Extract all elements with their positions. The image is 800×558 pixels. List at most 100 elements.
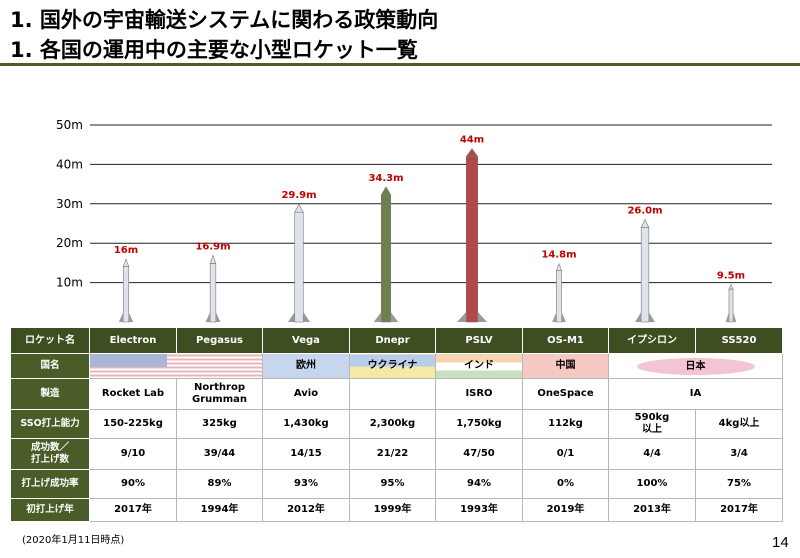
rocket-fin [303,312,311,322]
manufacturer-cell: Northrop Grumman [176,378,263,410]
sso-cell: 1,430kg [262,409,350,439]
rocket-fin [205,312,211,322]
rocket-height-label: 34.3m [368,173,403,184]
page-subtitle: 1. 各国の運用中の主要な小型ロケット一覧 [10,38,418,62]
count-cell: 3/4 [695,438,783,470]
table-row-rocket-name: ロケット名 Electron Pegasus Vega Dnepr PSLV O… [10,327,783,354]
rocket-fin [477,312,487,322]
rocket-height-label: 44m [460,135,484,146]
us-flag-icon [89,353,263,379]
row-header-sso: SSO打上能力 [10,409,90,439]
rocket-name-cell: Pegasus [176,327,263,354]
rocket-nose [122,258,130,267]
first-cell: 2017年 [89,498,177,522]
first-cell: 2013年 [608,498,696,522]
table-row-country: 国名 欧州 ウクライナ インド 中国 日本 [10,353,783,379]
country-cell-cn: 中国 [522,353,609,379]
y-tick-label: 30m [56,197,83,211]
rocket-spec-table: ロケット名 Electron Pegasus Vega Dnepr PSLV O… [10,327,783,522]
table-row-sso-capacity: SSO打上能力 150-225kg 325kg 1,430kg 2,300kg … [10,409,783,439]
manufacturer-cell: ISRO [435,378,523,410]
rocket-fin [725,312,729,322]
count-cell: 47/50 [435,438,523,470]
manufacturer-cell [349,378,436,410]
rocket-nose [465,148,479,157]
sso-cell: 325kg [176,409,263,439]
manufacturer-cell: IA [608,378,783,410]
rocket-body [209,263,217,323]
rocket-fin [118,312,124,322]
table-row-first-launch: 初打上げ年 2017年 1994年 2012年 1999年 1993年 2019… [10,498,783,522]
title-divider [0,63,800,66]
japan-flag-icon: 日本 [636,357,755,375]
rocket-fin [552,312,557,322]
rocket-name-cell: Vega [262,327,350,354]
rocket-fin [215,312,221,322]
rate-cell: 94% [435,469,523,499]
y-tick-label: 20m [56,236,83,250]
rocket-height-label: 9.5m [717,271,745,282]
sso-cell: 112kg [522,409,609,439]
rocket-nose [728,283,734,290]
rocket-height-label: 26.0m [627,206,662,217]
table-row-launch-count: 成功数／ 打上げ数 9/10 39/44 14/15 21/22 47/50 0… [10,438,783,470]
first-cell: 1994年 [176,498,263,522]
rocket-fin [648,312,655,322]
rocket-height-label: 14.8m [541,250,576,261]
rocket-nose [294,203,304,213]
first-cell: 2019年 [522,498,609,522]
rocket-height-label: 29.9m [281,190,316,201]
rocket-fin [733,312,737,322]
manufacturer-cell: Rocket Lab [89,378,177,410]
rocket-body [294,211,304,323]
rocket-nose [380,186,392,196]
sso-cell: 1,750kg [435,409,523,439]
row-header-manufacturer: 製造 [10,378,90,410]
rocket-body [465,156,479,323]
rocket-height-label: 16m [114,245,138,256]
manufacturer-cell: OneSpace [522,378,609,410]
row-header-rate: 打上げ成功率 [10,469,90,499]
rocket-height-chart: 10m 20m 30m 40m 50m 16m 16.9m 29.9m 34.3m 44m 14.8… [56,118,772,323]
rate-cell: 75% [695,469,783,499]
as-of-note: (2020年1月11日時点) [22,535,125,546]
y-tick-label: 50m [56,118,83,132]
rocket-name-cell: PSLV [435,327,523,354]
y-tick-label: 40m [56,157,83,171]
rocket-nose [555,262,563,271]
count-cell: 21/22 [349,438,436,470]
y-tick-label: 10m [56,276,83,290]
rocket-fin [635,312,642,322]
sso-cell: 150-225kg [89,409,177,439]
rocket-name-cell: Dnepr [349,327,436,354]
rocket-name-cell: Electron [89,327,177,354]
rate-cell: 89% [176,469,263,499]
rocket-name-cell: SS520 [695,327,783,354]
country-cell-jp: 日本 [608,353,783,379]
count-cell: 0/1 [522,438,609,470]
page-title: 1. 国外の宇宙輸送システムに関わる政策動向 [10,8,439,32]
country-cell-eu: 欧州 [262,353,350,379]
first-cell: 2017年 [695,498,783,522]
row-header-first: 初打上げ年 [10,498,90,522]
count-cell: 39/44 [176,438,263,470]
rocket-body [556,270,562,323]
rocket-nose [640,218,650,228]
rocket-nose [209,254,217,264]
first-cell: 1993年 [435,498,523,522]
first-cell: 1999年 [349,498,436,522]
rocket-fin [561,312,566,322]
rocket-body [380,194,392,323]
rate-cell: 95% [349,469,436,499]
rate-cell: 90% [89,469,177,499]
page-number: 14 [772,534,789,551]
row-header-rocket-name: ロケット名 [10,327,90,354]
rocket-body [122,266,130,323]
country-cell-ua: ウクライナ [349,353,436,379]
rate-cell: 93% [262,469,350,499]
rocket-body [728,288,734,323]
rate-cell: 0% [522,469,609,499]
rocket-fin [390,312,399,322]
rocket-name-cell: イプシロン [608,327,696,354]
sso-cell: 590kg 以上 [608,409,696,439]
